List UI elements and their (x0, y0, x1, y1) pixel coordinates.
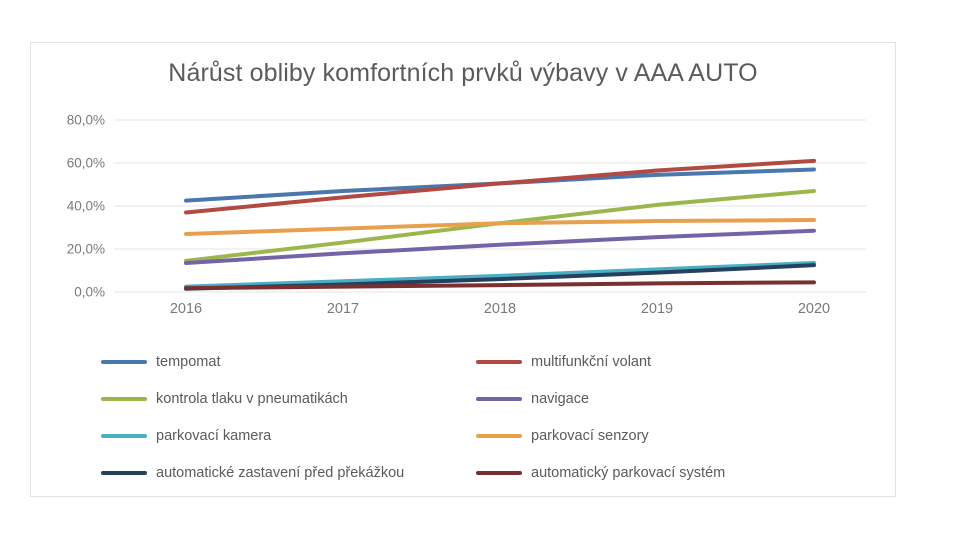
legend-label: tempomat (156, 353, 221, 370)
y-axis-tick-label: 60,0% (66, 155, 105, 171)
legend-color-swatch (476, 433, 522, 438)
legend-color-swatch (476, 470, 522, 475)
legend-item[interactable]: parkovací kamera (101, 417, 466, 454)
series-line (186, 231, 814, 263)
chart-legend: tempomat multifunkční volant kontrola tlak… (101, 343, 841, 491)
legend-color-swatch (476, 359, 522, 364)
series-line (186, 161, 814, 213)
legend-label: parkovací kamera (156, 427, 272, 444)
legend-item[interactable]: kontrola tlaku v pneumatikách (101, 380, 466, 417)
legend-item[interactable]: multifunkční volant (476, 343, 841, 380)
legend-label: navigace (531, 390, 590, 407)
series-line (186, 282, 814, 288)
legend-color-swatch (101, 396, 147, 401)
y-axis-tick-label: 20,0% (66, 241, 105, 257)
legend-color-swatch (101, 359, 147, 364)
y-axis-tick-label: 0,0% (74, 284, 105, 300)
chart-title: Nárůst obliby komfortních prvků výbavy v… (168, 59, 758, 87)
chart-plot-svg (114, 120, 866, 292)
legend-label: multifunkční volant (531, 353, 652, 370)
legend-color-swatch (101, 470, 147, 475)
legend-item[interactable]: parkovací senzory (476, 417, 841, 454)
legend-item[interactable]: automatický parkovací systém (476, 454, 841, 491)
legend-item[interactable]: navigace (476, 380, 841, 417)
legend-item[interactable]: automatické zastavení před překážkou (101, 454, 466, 491)
legend-color-swatch (101, 433, 147, 438)
x-axis-tick-label: 2017 (326, 301, 360, 317)
y-axis-tick-label: 40,0% (66, 198, 105, 214)
x-axis: 2016 2017 2018 2019 2020 (114, 301, 866, 323)
chart-container: Nárůst obliby komfortních prvků výbavy v… (30, 42, 896, 497)
legend-color-swatch (476, 396, 522, 401)
legend-label: parkovací senzory (531, 427, 649, 444)
series-line (186, 263, 814, 287)
x-axis-tick-label: 2020 (797, 301, 831, 317)
legend-label: kontrola tlaku v pneumatikách (156, 390, 348, 407)
x-axis-tick-label: 2018 (483, 301, 517, 317)
legend-item[interactable]: tempomat (101, 343, 466, 380)
y-axis-tick-label: 80,0% (66, 112, 105, 128)
series-line (186, 220, 814, 234)
plot-area (114, 120, 866, 292)
x-axis-tick-label: 2016 (169, 301, 203, 317)
x-axis-tick-label: 2019 (640, 301, 674, 317)
y-axis: 0,0% 20,0% 40,0% 60,0% 80,0% (41, 113, 105, 300)
legend-label: automatický parkovací systém (531, 464, 726, 481)
legend-label: automatické zastavení před překážkou (156, 464, 405, 481)
